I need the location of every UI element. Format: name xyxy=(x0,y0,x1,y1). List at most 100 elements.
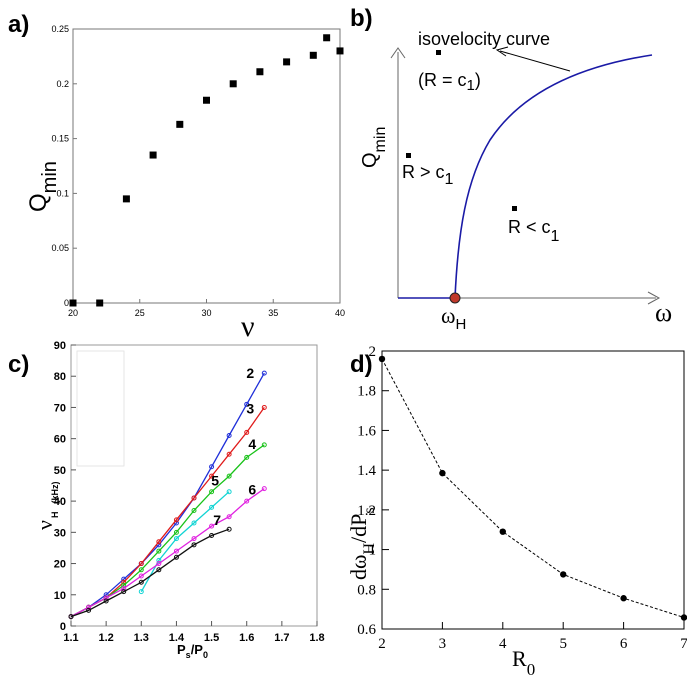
chart-c-xtick-label: 1.2 xyxy=(98,632,113,644)
chart-b-below-marker xyxy=(512,206,517,211)
chart-a-point xyxy=(149,151,157,159)
svg-text:Qmin: Qmin xyxy=(25,161,61,212)
chart-c-point xyxy=(156,567,162,573)
chart-d-point xyxy=(378,355,386,363)
chart-a-ytick-label: 0.2 xyxy=(56,79,69,89)
chart-a-point xyxy=(176,120,184,128)
chart-b-eq-close: ) xyxy=(475,70,481,90)
chart-d-xtick-label: 7 xyxy=(680,636,687,652)
chart-a-xtick-label: 35 xyxy=(268,308,278,318)
chart-d-xtick-label: 3 xyxy=(439,636,447,652)
chart-a-ylabel-main: Q xyxy=(25,193,52,212)
chart-a-xtick-label: 30 xyxy=(201,308,211,318)
chart-c-point xyxy=(121,586,127,592)
panel-letter-d: d) xyxy=(350,351,373,378)
chart-c-point xyxy=(209,473,215,479)
chart-c-point xyxy=(138,561,144,567)
chart-a-point xyxy=(203,96,210,104)
chart-c-point xyxy=(226,489,232,495)
chart-b-ylabel-main: Q xyxy=(359,152,381,168)
chart-c-point xyxy=(209,532,215,538)
chart-d-ytick-label: 0.8 xyxy=(357,582,376,598)
chart-d-ytick-label: 1 xyxy=(369,543,377,559)
chart-a-point xyxy=(256,68,264,76)
chart-c-series-line xyxy=(70,528,230,618)
chart-a-point xyxy=(336,47,344,55)
chart-d-ytick-label: 2 xyxy=(369,344,377,360)
chart-b-region-above: R > c1 xyxy=(402,162,454,188)
chart-d-ylabel: dωH/dPs xyxy=(346,507,378,580)
chart-c-point xyxy=(103,595,109,601)
chart-c-xtick-label: 1.6 xyxy=(239,632,254,644)
chart-c-legend-box xyxy=(76,350,125,467)
chart-c-point xyxy=(209,504,215,510)
chart-c-point xyxy=(226,514,232,520)
chart-c-point xyxy=(244,401,250,407)
chart-c-point xyxy=(226,433,232,439)
chart-c-xtick-label: 1.7 xyxy=(274,632,289,644)
chart-c-point xyxy=(68,614,74,620)
chart-c-ytick-label: 0 xyxy=(60,621,66,633)
chart-a-ytick-label: 0 xyxy=(64,298,69,308)
chart-d-ytick-label: 0.6 xyxy=(357,622,376,638)
chart-b-marker-label: ωH xyxy=(441,303,466,333)
chart-c-point xyxy=(156,539,162,545)
chart-d-point xyxy=(680,614,687,621)
chart-a-point xyxy=(229,80,237,88)
chart-d-ytick-label: 1.8 xyxy=(357,384,376,400)
chart-c-ytick-label: 70 xyxy=(54,402,66,414)
chart-a-xlabel: ν xyxy=(241,310,255,343)
chart-c-series-line xyxy=(70,488,265,618)
chart-c-xtick-label: 1.4 xyxy=(169,632,185,644)
chart-d-xlabel-sub: 0 xyxy=(527,660,536,679)
chart-c-point xyxy=(261,486,267,492)
chart-c-point xyxy=(173,517,179,523)
chart-c-point xyxy=(261,370,267,376)
chart-a-ytick-label: 0.05 xyxy=(51,243,69,253)
chart-b-below-main: R < c xyxy=(508,217,551,237)
chart-c-ylabel-main: ν xyxy=(32,520,57,530)
chart-c-point xyxy=(191,520,197,526)
chart-b-curve-pointer xyxy=(499,50,571,72)
chart-a-ylabel-sub: min xyxy=(39,161,61,193)
chart-b-eq-main: (R = c xyxy=(418,70,467,90)
chart-c-point xyxy=(103,592,109,598)
panel-letter-a: a) xyxy=(8,11,29,38)
chart-a-xtick-label: 40 xyxy=(335,308,345,318)
chart-d-xlabel-main: R xyxy=(512,646,527,671)
chart-d-ytick-label: 1.4 xyxy=(357,463,376,479)
chart-d-ylabel-b: H xyxy=(361,543,378,555)
chart-b-y-arrowhead xyxy=(390,47,406,59)
chart-c-point xyxy=(138,589,144,595)
chart-c-xtick-label: 1.3 xyxy=(134,632,149,644)
chart-c-point xyxy=(209,489,215,495)
chart-c-ytick-label: 90 xyxy=(54,340,66,352)
chart-c-series-line xyxy=(70,372,265,618)
chart-c-ylabel-unit: (kHz) xyxy=(50,482,60,504)
chart-c-point xyxy=(226,526,232,532)
chart-c-point xyxy=(156,548,162,554)
chart-c-ytick-label: 50 xyxy=(54,465,66,477)
chart-c-series-label: 7 xyxy=(213,512,221,528)
chart-a-ytick-label: 0.1 xyxy=(56,188,69,198)
chart-b-marker-sub: H xyxy=(455,316,466,333)
chart-b-curve-equation: (R = c1) xyxy=(418,70,481,94)
chart-c-series-label: 4 xyxy=(248,436,256,452)
chart-b-ylabel-sub: min xyxy=(372,127,389,153)
chart-a-ylabel: Qmin xyxy=(25,161,61,212)
chart-c-point xyxy=(86,607,92,613)
chart-a-point xyxy=(96,299,104,307)
chart-c-point xyxy=(121,579,127,585)
chart-c-frame xyxy=(70,344,318,627)
chart-c-ytick-label: 80 xyxy=(54,371,66,383)
chart-c-point xyxy=(226,451,232,457)
chart-c-point xyxy=(138,579,144,585)
chart-d-ylabel-d: s xyxy=(361,507,378,513)
chart-c-point xyxy=(191,507,197,513)
panel-letter-b: b) xyxy=(350,5,373,32)
chart-c-point xyxy=(156,557,162,563)
svg-text:dωH/dPs: dωH/dPs xyxy=(346,507,378,580)
chart-c-ytick-label: 30 xyxy=(54,527,66,539)
chart-d-ytick-label: 1.2 xyxy=(357,503,376,519)
